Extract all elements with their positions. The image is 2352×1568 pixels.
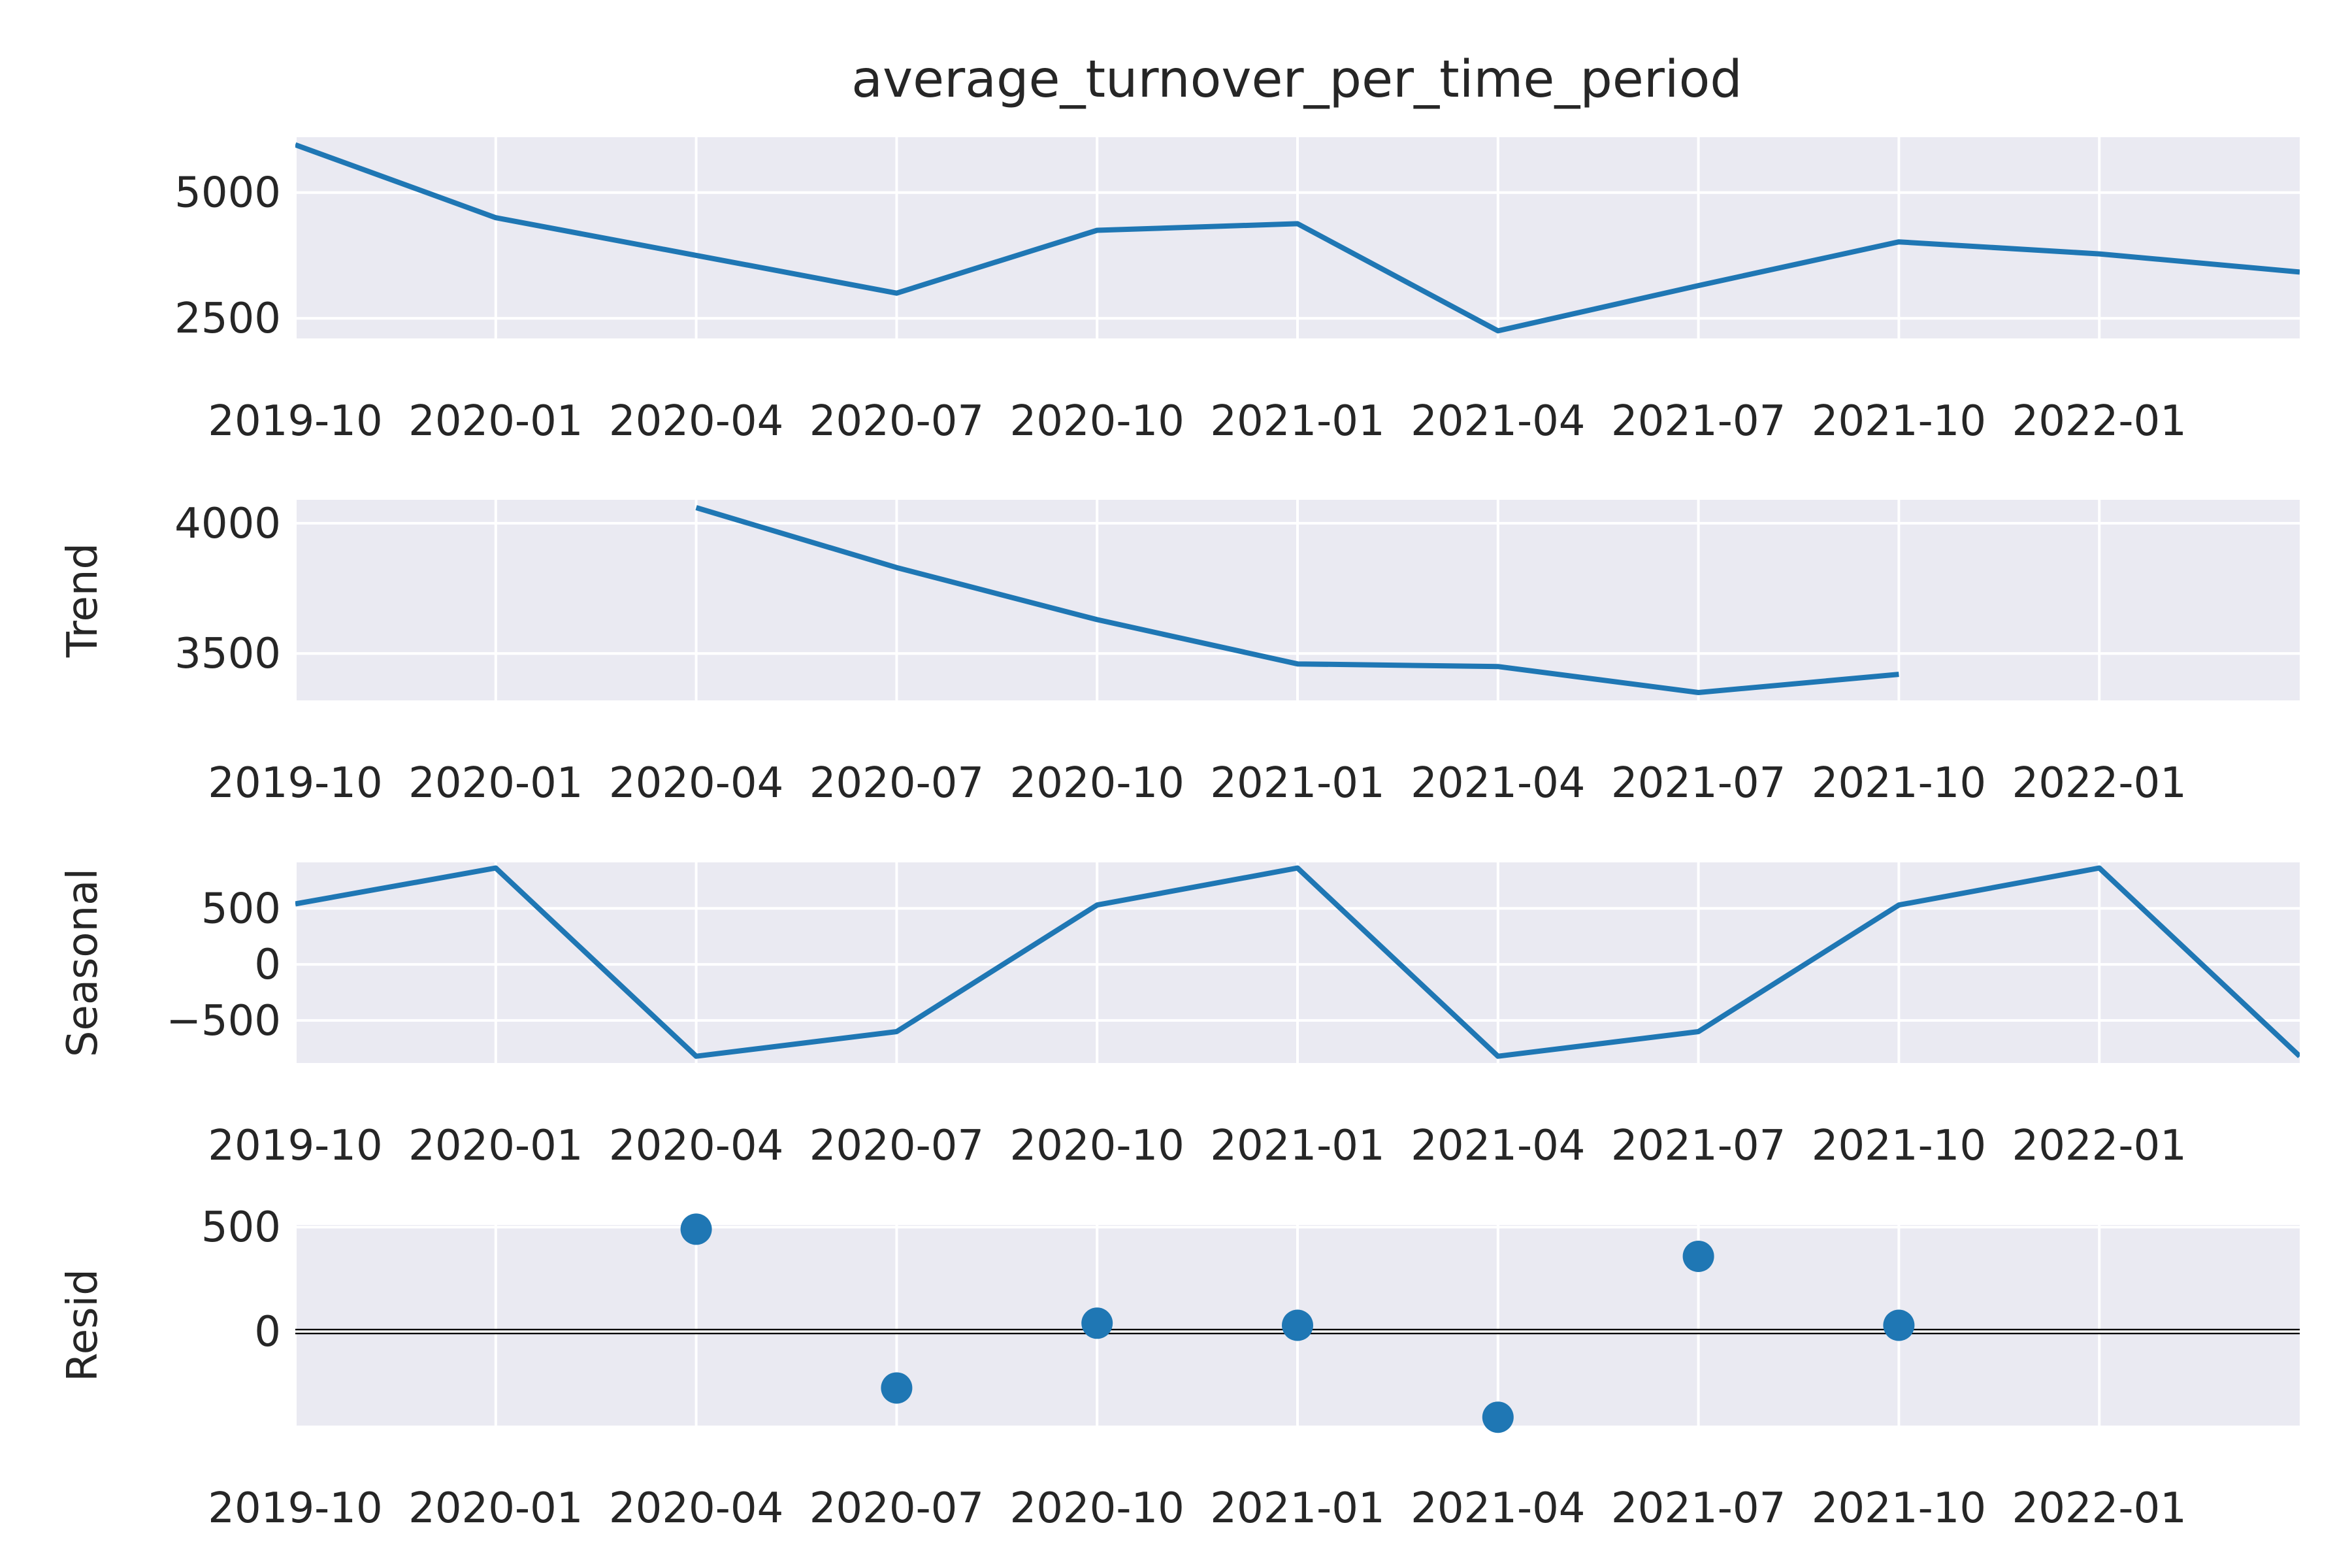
x-tick-label: 2022-01 [2012, 759, 2186, 808]
resid-point [1883, 1309, 1915, 1341]
x-tick-label: 2021-04 [1411, 1122, 1585, 1170]
x-tick-label: 2020-07 [809, 759, 984, 808]
x-tick-label: 2020-10 [1009, 1484, 1184, 1533]
y-tick-label: 2500 [174, 295, 281, 343]
y-tick-label: 5000 [174, 169, 281, 218]
x-tick-label: 2020-07 [809, 1484, 984, 1533]
x-tick-label: 2021-01 [1210, 759, 1384, 808]
x-tick-label: 2022-01 [2012, 1484, 2186, 1533]
panel-trend: 3500 4000 2019-10 2020-01 2020-04 2020-07 2020… [59, 500, 2300, 808]
x-tick-label: 2021-10 [1812, 759, 1986, 808]
y-tick-label: 0 [254, 941, 281, 989]
x-tick-label: 2021-01 [1210, 397, 1384, 446]
x-tick-label: 2020-04 [609, 759, 783, 808]
series-line [295, 865, 2300, 1059]
panel-seasonal: −500 0 500 2019-10 2020-01 2020-04 2020-07 2020… [59, 862, 2300, 1170]
resid-point [1682, 1240, 1714, 1272]
x-tick-label: 2021-10 [1812, 1484, 1986, 1533]
y-axis-label: Trend [59, 543, 107, 658]
x-tick-label: 2021-10 [1812, 397, 1986, 446]
y-tick-label: 3500 [174, 630, 281, 678]
x-tick-label: 2021-01 [1210, 1122, 1384, 1170]
y-tick-label: −500 [166, 997, 281, 1045]
resid-point [881, 1372, 913, 1404]
x-tick-label: 2020-01 [408, 1122, 583, 1170]
x-tick-label: 2020-10 [1009, 1122, 1184, 1170]
resid-point [680, 1213, 712, 1245]
y-tick-label: 0 [254, 1308, 281, 1356]
x-tick-label: 2020-07 [809, 397, 984, 446]
resid-point [1081, 1307, 1113, 1339]
y-tick-label: 500 [201, 1203, 281, 1252]
y-axis-label: Resid [59, 1269, 107, 1382]
x-tick-label: 2020-04 [609, 1484, 783, 1533]
series-line [695, 505, 1899, 695]
resid-point [1282, 1309, 1313, 1341]
chart-title: average_turnover_per_time_period [851, 50, 1742, 109]
x-tick-label: 2020-04 [609, 1122, 783, 1170]
x-tick-label: 2019-10 [208, 1122, 382, 1170]
y-tick-label: 4000 [174, 500, 281, 548]
panel-observed: 2500 5000 2019-10 2020-01 2020-04 2020-07 2020… [174, 137, 2300, 446]
y-tick-label: 500 [201, 885, 281, 933]
x-tick-label: 2022-01 [2012, 1122, 2186, 1170]
x-tick-label: 2020-01 [408, 759, 583, 808]
x-tick-label: 2021-04 [1411, 397, 1585, 446]
x-tick-label: 2021-01 [1210, 1484, 1384, 1533]
x-tick-label: 2021-07 [1611, 1122, 1786, 1170]
y-axis-label: Seasonal [59, 868, 107, 1057]
x-tick-label: 2020-10 [1009, 759, 1184, 808]
x-tick-label: 2021-07 [1611, 1484, 1786, 1533]
x-tick-label: 2020-04 [609, 397, 783, 446]
series-line [295, 142, 2300, 334]
x-tick-label: 2019-10 [208, 1484, 382, 1533]
resid-point [1482, 1401, 1514, 1433]
x-tick-label: 2022-01 [2012, 397, 2186, 446]
x-tick-label: 2020-07 [809, 1122, 984, 1170]
x-tick-label: 2021-10 [1812, 1122, 1986, 1170]
x-tick-label: 2020-01 [408, 397, 583, 446]
x-tick-label: 2020-01 [408, 1484, 583, 1533]
x-tick-label: 2021-07 [1611, 397, 1786, 446]
x-tick-label: 2020-10 [1009, 397, 1184, 446]
x-tick-label: 2019-10 [208, 397, 382, 446]
x-tick-label: 2021-04 [1411, 759, 1585, 808]
x-tick-label: 2019-10 [208, 759, 382, 808]
x-tick-label: 2021-04 [1411, 1484, 1585, 1533]
x-tick-label: 2021-07 [1611, 759, 1786, 808]
panel-resid: 0 500 2019-10 2020-01 2020-04 2020-07 2020-10 2… [59, 1203, 2300, 1533]
